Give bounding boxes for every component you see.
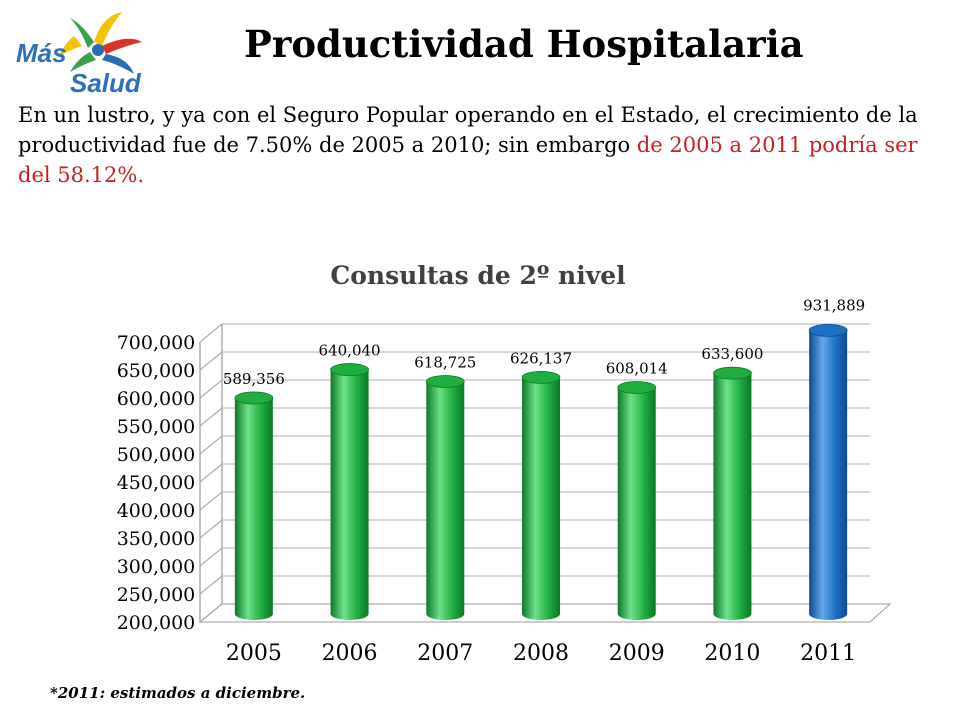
bar-top [425,375,465,388]
data-label: 608,014 [606,360,668,378]
intro-highlight: de 2005 a 2011 podría ser del 58.12%. [18,133,918,187]
chart-title: Consultas de 2º nivel [330,261,625,290]
bar-top [330,363,369,376]
bar [809,330,848,620]
bar-top [808,324,848,337]
x-tick-label: 2007 [417,641,473,666]
y-tick-label: 500,000 [117,444,196,466]
gridline-link [199,575,223,595]
y-tick-label: 400,000 [117,500,196,522]
y-tick-label: 250,000 [117,584,196,606]
data-label: 633,600 [701,345,763,363]
data-label: 618,725 [414,354,476,372]
bar-top [234,391,274,405]
bar-chart: Consultas de 2º nivel 200,000 250,000 300,0… [117,261,892,666]
x-tick-label: 2008 [513,641,569,666]
chart-floor [198,603,892,623]
gridline-link [199,351,223,371]
y-tick-label: 450,000 [117,472,196,494]
gridline-link [199,435,223,455]
gridline-link [199,519,223,539]
logo-text-mas: Más [16,38,67,68]
data-label: 626,137 [510,349,572,367]
bar [426,381,465,620]
x-tick-label: 2009 [609,641,665,666]
y-tick-label: 600,000 [117,388,196,410]
intro-paragraph: En un lustro, y ya con el Seguro Popular… [18,100,938,190]
bar [234,397,273,620]
data-label: 640,040 [319,342,381,360]
y-tick-label: 550,000 [117,416,196,438]
bar [522,377,560,620]
footnote: *2011: estimados a diciembre. [50,684,306,702]
data-label: 931,889 [803,296,865,314]
bar [713,373,752,620]
data-label: 589,356 [223,370,285,388]
bar [617,387,656,620]
x-tick-label: 2005 [226,641,282,666]
bar [330,369,369,620]
x-tick-label: 2011 [800,641,856,666]
mas-salud-logo: Más Salud [10,8,150,100]
page-title: Productividad Hospitalaria [244,22,804,66]
logo-figure-icon [58,12,142,74]
x-tick-label: 2006 [322,641,378,666]
intro-text: En un lustro, y ya con el Seguro Popular… [18,103,918,157]
gridline-link [199,463,223,483]
y-tick-label: 700,000 [117,332,196,354]
y-tick-label: 350,000 [117,528,196,550]
gridline-link [199,407,223,427]
x-tick-label: 2010 [704,641,760,666]
logo-text-salud: Salud [70,68,142,98]
bar-top [713,366,752,380]
gridline-link [199,547,223,567]
y-tick-label: 300,000 [117,556,196,578]
bar-top [521,370,561,384]
gridline-link [199,323,223,343]
y-tick-label: 650,000 [117,360,196,382]
gridline-link [199,491,223,511]
bar-top [617,381,657,394]
gridline-link [199,379,223,399]
y-tick-label: 200,000 [117,612,196,634]
